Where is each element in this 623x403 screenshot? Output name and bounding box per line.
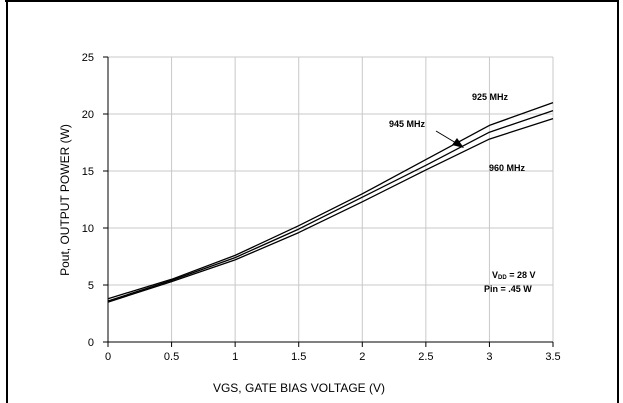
x-tick-label: 1 [232, 351, 238, 363]
condition-vdd: VDD = 28 V [492, 270, 535, 281]
y-tick-label: 10 [82, 223, 94, 235]
x-tick-label: 3.5 [545, 351, 560, 363]
y-tick-label: 5 [88, 280, 94, 292]
x-tick-label: 3 [486, 351, 492, 363]
y-tick-label: 25 [82, 52, 94, 64]
x-tick-label: 0.5 [164, 351, 179, 363]
x-tick-label: 2.5 [418, 351, 433, 363]
y-tick-label: 0 [88, 337, 94, 349]
y-tick-label: 15 [82, 166, 94, 178]
series-line-945-mhz [108, 111, 553, 301]
x-tick-label: 1.5 [291, 351, 306, 363]
series-label-960: 960 MHz [489, 163, 526, 173]
series-label-945: 945 MHz [389, 119, 426, 129]
condition-vdd-value: = 28 V [507, 270, 536, 280]
y-axis-title: Pout, OUTPUT POWER (W) [58, 124, 72, 276]
series-lines [108, 103, 553, 303]
x-axis-title: VGS, GATE BIAS VOLTAGE (V) [213, 381, 385, 395]
series-label-925: 925 MHz [472, 92, 509, 102]
x-tick-label: 2 [359, 351, 365, 363]
condition-pin: Pin = .45 W [484, 284, 532, 294]
series-line-925-mhz [108, 103, 553, 299]
annotation-arrow-line [436, 131, 456, 143]
x-tick-label: 0 [105, 351, 111, 363]
y-tick-label: 20 [82, 109, 94, 121]
